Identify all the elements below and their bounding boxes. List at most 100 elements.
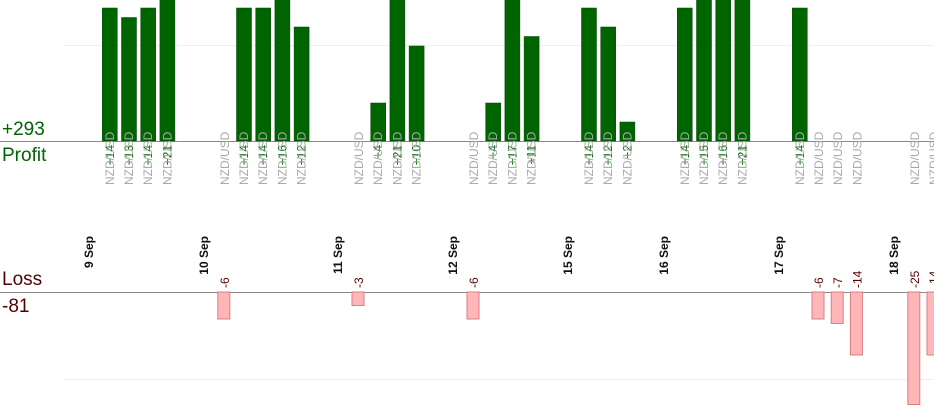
day-label: 10 Sep [197,236,211,275]
loss-bar [830,291,844,324]
profit-bar [677,7,693,142]
day-label: 18 Sep [887,236,901,275]
day-label: 16 Sep [657,236,671,275]
loss-label: Loss [2,269,43,290]
instrument-label: NZD/USD [486,131,500,185]
profit-bar [792,7,808,142]
loss-bar [849,291,863,356]
loss-bar [466,291,480,320]
day-label: 12 Sep [446,236,460,275]
instrument-label: NZD/USD [141,131,155,185]
profit-value-label: +14 [141,145,155,166]
loss-value-label: -6 [218,277,232,288]
loss-bar [907,291,921,405]
instrument-label: NZD/USD [793,131,807,185]
instrument-label: NZD/USD [218,131,232,185]
instrument-label: NZD/USD [601,131,615,185]
instrument-label: NZD/USD [697,131,711,185]
profit-bar [523,36,540,142]
profit-bar [619,121,636,142]
instrument-label: NZD/USD [927,131,934,185]
profit-bar [715,0,731,142]
instrument-label: NZD/USD [850,131,864,185]
instrument-label: NZD/USD [812,131,826,185]
profit-bar [581,7,597,142]
day-label: 15 Sep [561,236,575,275]
instrument-label: NZD/USD [160,131,174,185]
profit-value-label: +14 [237,145,251,166]
instrument-label: NZD/USD [505,131,519,185]
profit-bar [102,7,118,142]
profit-bar [370,102,386,142]
loss-value-label: -25 [908,270,922,288]
profit-bar [389,0,406,142]
loss-bar [811,291,825,320]
profit-total: +293 [2,119,45,140]
profit-bar [293,26,310,142]
profit-value-label: +17 [505,145,519,166]
instrument-label: NZD/USD [237,131,251,185]
profit-bar [600,26,616,142]
day-label: 9 Sep [82,236,96,268]
profit-value-label: +14 [582,145,596,166]
instrument-label: NZD/USD [410,131,424,185]
instrument-label: NZD/USD [831,131,845,185]
profit-bar [696,0,712,142]
profit-bar [159,0,176,142]
loss-value-label: -6 [812,277,826,288]
profit-value-label: +14 [103,145,117,166]
loss-value-label: -7 [831,277,845,288]
profit-bar [255,7,271,142]
instrument-label: NZD/USD [716,131,730,185]
instrument-label: NZD/USD [295,131,309,185]
instrument-label: NZD/USD [620,131,634,185]
profit-bar [485,102,501,142]
instrument-label: NZD/USD [735,131,749,185]
profit-value-label: +21 [390,145,404,166]
profit-bar [504,0,521,142]
instrument-label: NZD/USD [275,131,289,185]
instrument-label: NZD/USD [352,131,366,185]
loss-value-label: -14 [850,270,864,288]
profit-value-label: +21 [735,145,749,166]
loss-bar [217,291,231,320]
loss-bar [351,291,365,306]
instrument-label: NZD/USD [908,131,922,185]
profit-value-label: +12 [295,145,309,166]
loss-value-label: -3 [352,277,366,288]
instrument-label: NZD/USD [103,131,117,185]
profit-value-label: +21 [160,145,174,166]
profit-bar [408,45,425,142]
instrument-label: NZD/USD [122,131,136,185]
profit-bar [140,7,156,142]
profit-label: Profit [2,145,47,166]
profit-value-label: +15 [697,145,711,166]
profit-value-label: +13 [122,145,136,166]
profit-bar [734,0,751,142]
profit-value-label: +16 [716,145,730,166]
instrument-label: NZD/USD [390,131,404,185]
loss-bar [926,291,934,356]
instrument-label: NZD/USD [525,131,539,185]
loss-value-label: -14 [927,270,934,288]
loss-value-label: -6 [467,277,481,288]
day-label: 17 Sep [772,236,786,275]
profit-value-label: +10 [410,145,424,166]
profit-value-label: +11 [525,145,539,165]
profit-value-label: +2 [620,145,634,159]
profit-bar [236,7,252,142]
profit-value-label: +4 [486,145,500,159]
profit-value-label: +14 [793,145,807,166]
profit-bar [274,0,291,142]
day-label: 11 Sep [331,236,345,274]
instrument-label: NZD/USD [582,131,596,185]
profit-bar [121,17,137,142]
instrument-label: NZD/USD [678,131,692,185]
profit-value-label: +14 [256,145,270,166]
profit-value-label: +4 [371,145,385,159]
instrument-label: NZD/USD [256,131,270,185]
profit-value-label: +16 [275,145,289,166]
instrument-label: NZD/USD [467,131,481,185]
loss-total: -81 [2,296,30,317]
